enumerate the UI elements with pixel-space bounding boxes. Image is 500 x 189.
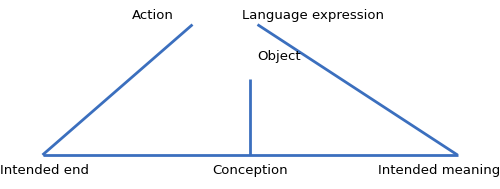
Text: Object: Object bbox=[258, 50, 301, 63]
Text: Language expression: Language expression bbox=[242, 9, 384, 22]
Text: Conception: Conception bbox=[212, 164, 288, 177]
Text: Intended end: Intended end bbox=[0, 164, 89, 177]
Text: Intended meaning: Intended meaning bbox=[378, 164, 500, 177]
Text: Action: Action bbox=[132, 9, 173, 22]
